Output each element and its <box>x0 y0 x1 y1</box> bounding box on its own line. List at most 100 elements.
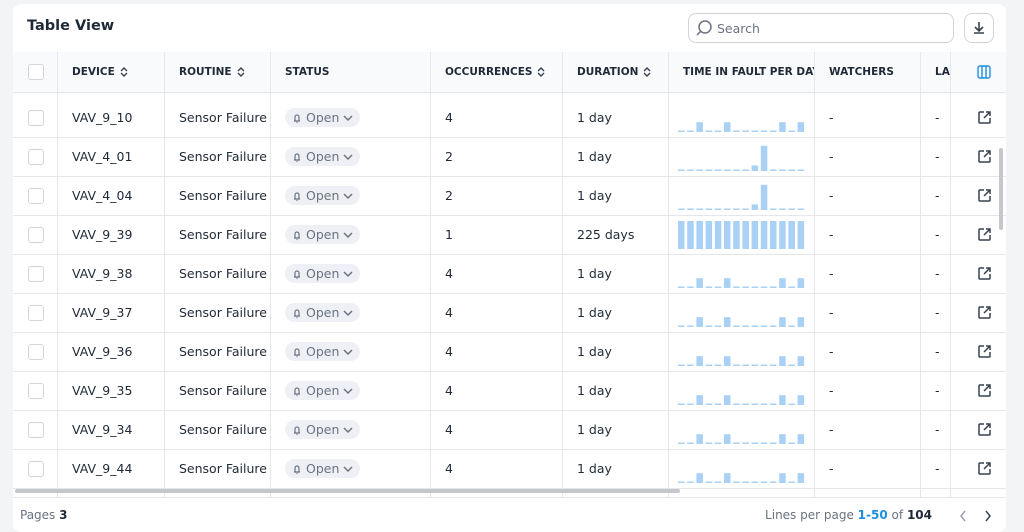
fault-bar <box>724 395 731 405</box>
download-button[interactable] <box>964 13 994 43</box>
row-checkbox[interactable] <box>28 305 44 321</box>
last: - <box>935 305 940 320</box>
fault-bar <box>724 317 731 327</box>
status-cell: Open <box>285 98 427 137</box>
open-link-icon[interactable] <box>977 266 992 281</box>
next-page[interactable] <box>985 510 991 522</box>
status-chip[interactable]: Open <box>285 108 361 127</box>
row-checkbox[interactable] <box>28 188 44 204</box>
fault-bar <box>705 442 713 444</box>
row-checkbox[interactable] <box>28 266 44 282</box>
open-link-icon[interactable] <box>977 305 992 320</box>
chevron <box>343 153 353 160</box>
fault-bar <box>733 208 740 210</box>
status-chip[interactable]: Open <box>285 420 361 439</box>
sort-icon <box>237 67 245 77</box>
fault-bar <box>779 395 786 405</box>
row-checkbox[interactable] <box>28 461 44 477</box>
open-link-icon[interactable] <box>977 188 992 203</box>
fault-bar <box>678 130 685 132</box>
fault-bar <box>714 364 722 366</box>
status-chip[interactable]: Open <box>285 381 361 400</box>
status-chip[interactable]: Open <box>285 186 361 205</box>
last-cell: - <box>935 137 947 176</box>
status-cell: Open <box>285 293 427 332</box>
chevron <box>343 309 353 316</box>
status-chip[interactable]: Open <box>285 225 361 244</box>
open-link-icon[interactable] <box>977 149 992 164</box>
lines-range: 1-50 <box>857 508 888 522</box>
watchers: - <box>829 344 834 359</box>
watchers: - <box>829 266 834 281</box>
row-checkbox[interactable] <box>28 149 44 165</box>
fault-bar <box>788 169 795 171</box>
duration-cell: 1 day <box>577 176 665 215</box>
status: Open <box>306 149 340 164</box>
occurrences: 2 <box>445 149 453 164</box>
device: VAV_9_39 <box>72 227 133 242</box>
routine-cell: Sensor Failure... <box>179 137 267 176</box>
row-checkbox[interactable] <box>28 383 44 399</box>
fault-bar <box>751 442 759 444</box>
column-title: OCCURRENCES <box>445 66 533 78</box>
open-link-icon[interactable] <box>977 344 992 359</box>
status-cell: Open <box>285 176 427 215</box>
fault-bar <box>788 221 795 249</box>
chevron <box>343 192 353 199</box>
status: Open <box>306 383 340 398</box>
status-chip[interactable]: Open <box>285 303 361 322</box>
watchers-cell: - <box>829 371 917 410</box>
bell-shape <box>294 464 300 474</box>
open-link-icon[interactable] <box>977 227 992 242</box>
watchers: - <box>829 149 834 164</box>
prev-page[interactable] <box>960 510 966 522</box>
fault-bar <box>696 122 703 132</box>
fault-bar <box>705 208 713 210</box>
row-checkbox[interactable] <box>28 227 44 243</box>
bell-shape <box>294 308 300 318</box>
occurrences: 4 <box>445 461 453 476</box>
duration-cell: 1 day <box>577 332 665 371</box>
open-link-icon[interactable] <box>977 383 992 398</box>
select-all[interactable] <box>28 64 44 80</box>
device-cell: VAV_9_34 <box>72 410 161 449</box>
column-title: WATCHERS <box>829 66 894 78</box>
bell-shape <box>294 230 300 240</box>
chevron-icon <box>343 153 353 160</box>
row-checkbox[interactable] <box>28 344 44 360</box>
status-chip[interactable]: Open <box>285 264 361 283</box>
bell-shape <box>294 425 300 435</box>
fault-bar <box>788 403 795 405</box>
page-title: Table View <box>27 18 115 34</box>
fault-bar <box>788 286 795 288</box>
last: - <box>935 149 940 164</box>
watchers: - <box>829 461 834 476</box>
fault-bar <box>760 286 768 288</box>
status-cell: Open <box>285 332 427 371</box>
link-shape <box>978 423 991 436</box>
sparkline <box>678 184 805 210</box>
sort-icon <box>643 67 651 77</box>
open-link-icon[interactable] <box>977 422 992 437</box>
fault-bar <box>742 169 749 171</box>
status-chip[interactable]: Open <box>285 459 361 478</box>
fault-bar <box>696 278 703 288</box>
open-link-icon[interactable] <box>977 461 992 476</box>
download-icon <box>974 22 984 34</box>
column-title: LA <box>935 66 950 78</box>
routine: Sensor Failure... <box>179 227 267 242</box>
open-link-icon[interactable] <box>977 110 992 125</box>
row-divider <box>13 137 1006 138</box>
chevron <box>343 387 353 394</box>
search-box[interactable]: Search <box>688 13 954 43</box>
last: - <box>935 383 940 398</box>
occurrences-cell: 4 <box>445 332 559 371</box>
routine: Sensor Failure... <box>179 383 267 398</box>
status-chip[interactable]: Open <box>285 342 361 361</box>
row-checkbox[interactable] <box>28 422 44 438</box>
row-checkbox[interactable] <box>28 110 44 126</box>
vertical-scrollbar <box>999 148 1003 230</box>
fault-bar <box>770 286 777 288</box>
fault-bar <box>760 325 768 327</box>
status-chip[interactable]: Open <box>285 147 361 166</box>
